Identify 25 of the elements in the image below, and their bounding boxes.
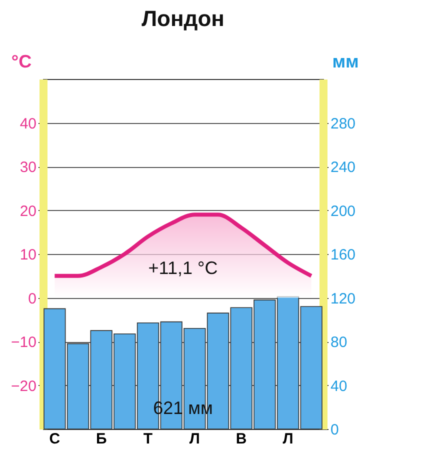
x-tick-label: Т (143, 430, 153, 448)
y2-tick-label: 40 (330, 378, 348, 395)
y-tick-label: −20 (11, 378, 36, 395)
y-tick-label: 0 (28, 290, 36, 308)
x-tick-label: Л (282, 430, 294, 448)
y2-axis-title: мм (332, 52, 359, 72)
y-axis-title: °C (11, 52, 32, 72)
y2-tick-label: 280 (330, 115, 356, 132)
x-tick-label: В (236, 430, 247, 448)
y2-tick-label: 200 (330, 202, 356, 220)
x-tick-label: С (49, 430, 60, 448)
y-tick-label: 10 (20, 246, 36, 264)
y-tick-label: 40 (20, 115, 36, 132)
y2-tick-label: 120 (330, 290, 356, 308)
x-tick-label: Б (96, 430, 107, 448)
y2-tick-label: 0 (330, 422, 339, 438)
y2-tick-label: 160 (330, 246, 356, 264)
annotation: +11,1 °C (148, 258, 218, 278)
y-tick-label: 30 (20, 159, 36, 176)
y2-tick-label: 80 (330, 334, 348, 351)
y-tick-label: −10 (11, 334, 36, 351)
y2-tick-label: 240 (330, 159, 356, 176)
chart-title: Лондон (142, 6, 224, 31)
y-tick-label: 20 (20, 202, 36, 220)
x-tick-label: Л (189, 430, 200, 448)
